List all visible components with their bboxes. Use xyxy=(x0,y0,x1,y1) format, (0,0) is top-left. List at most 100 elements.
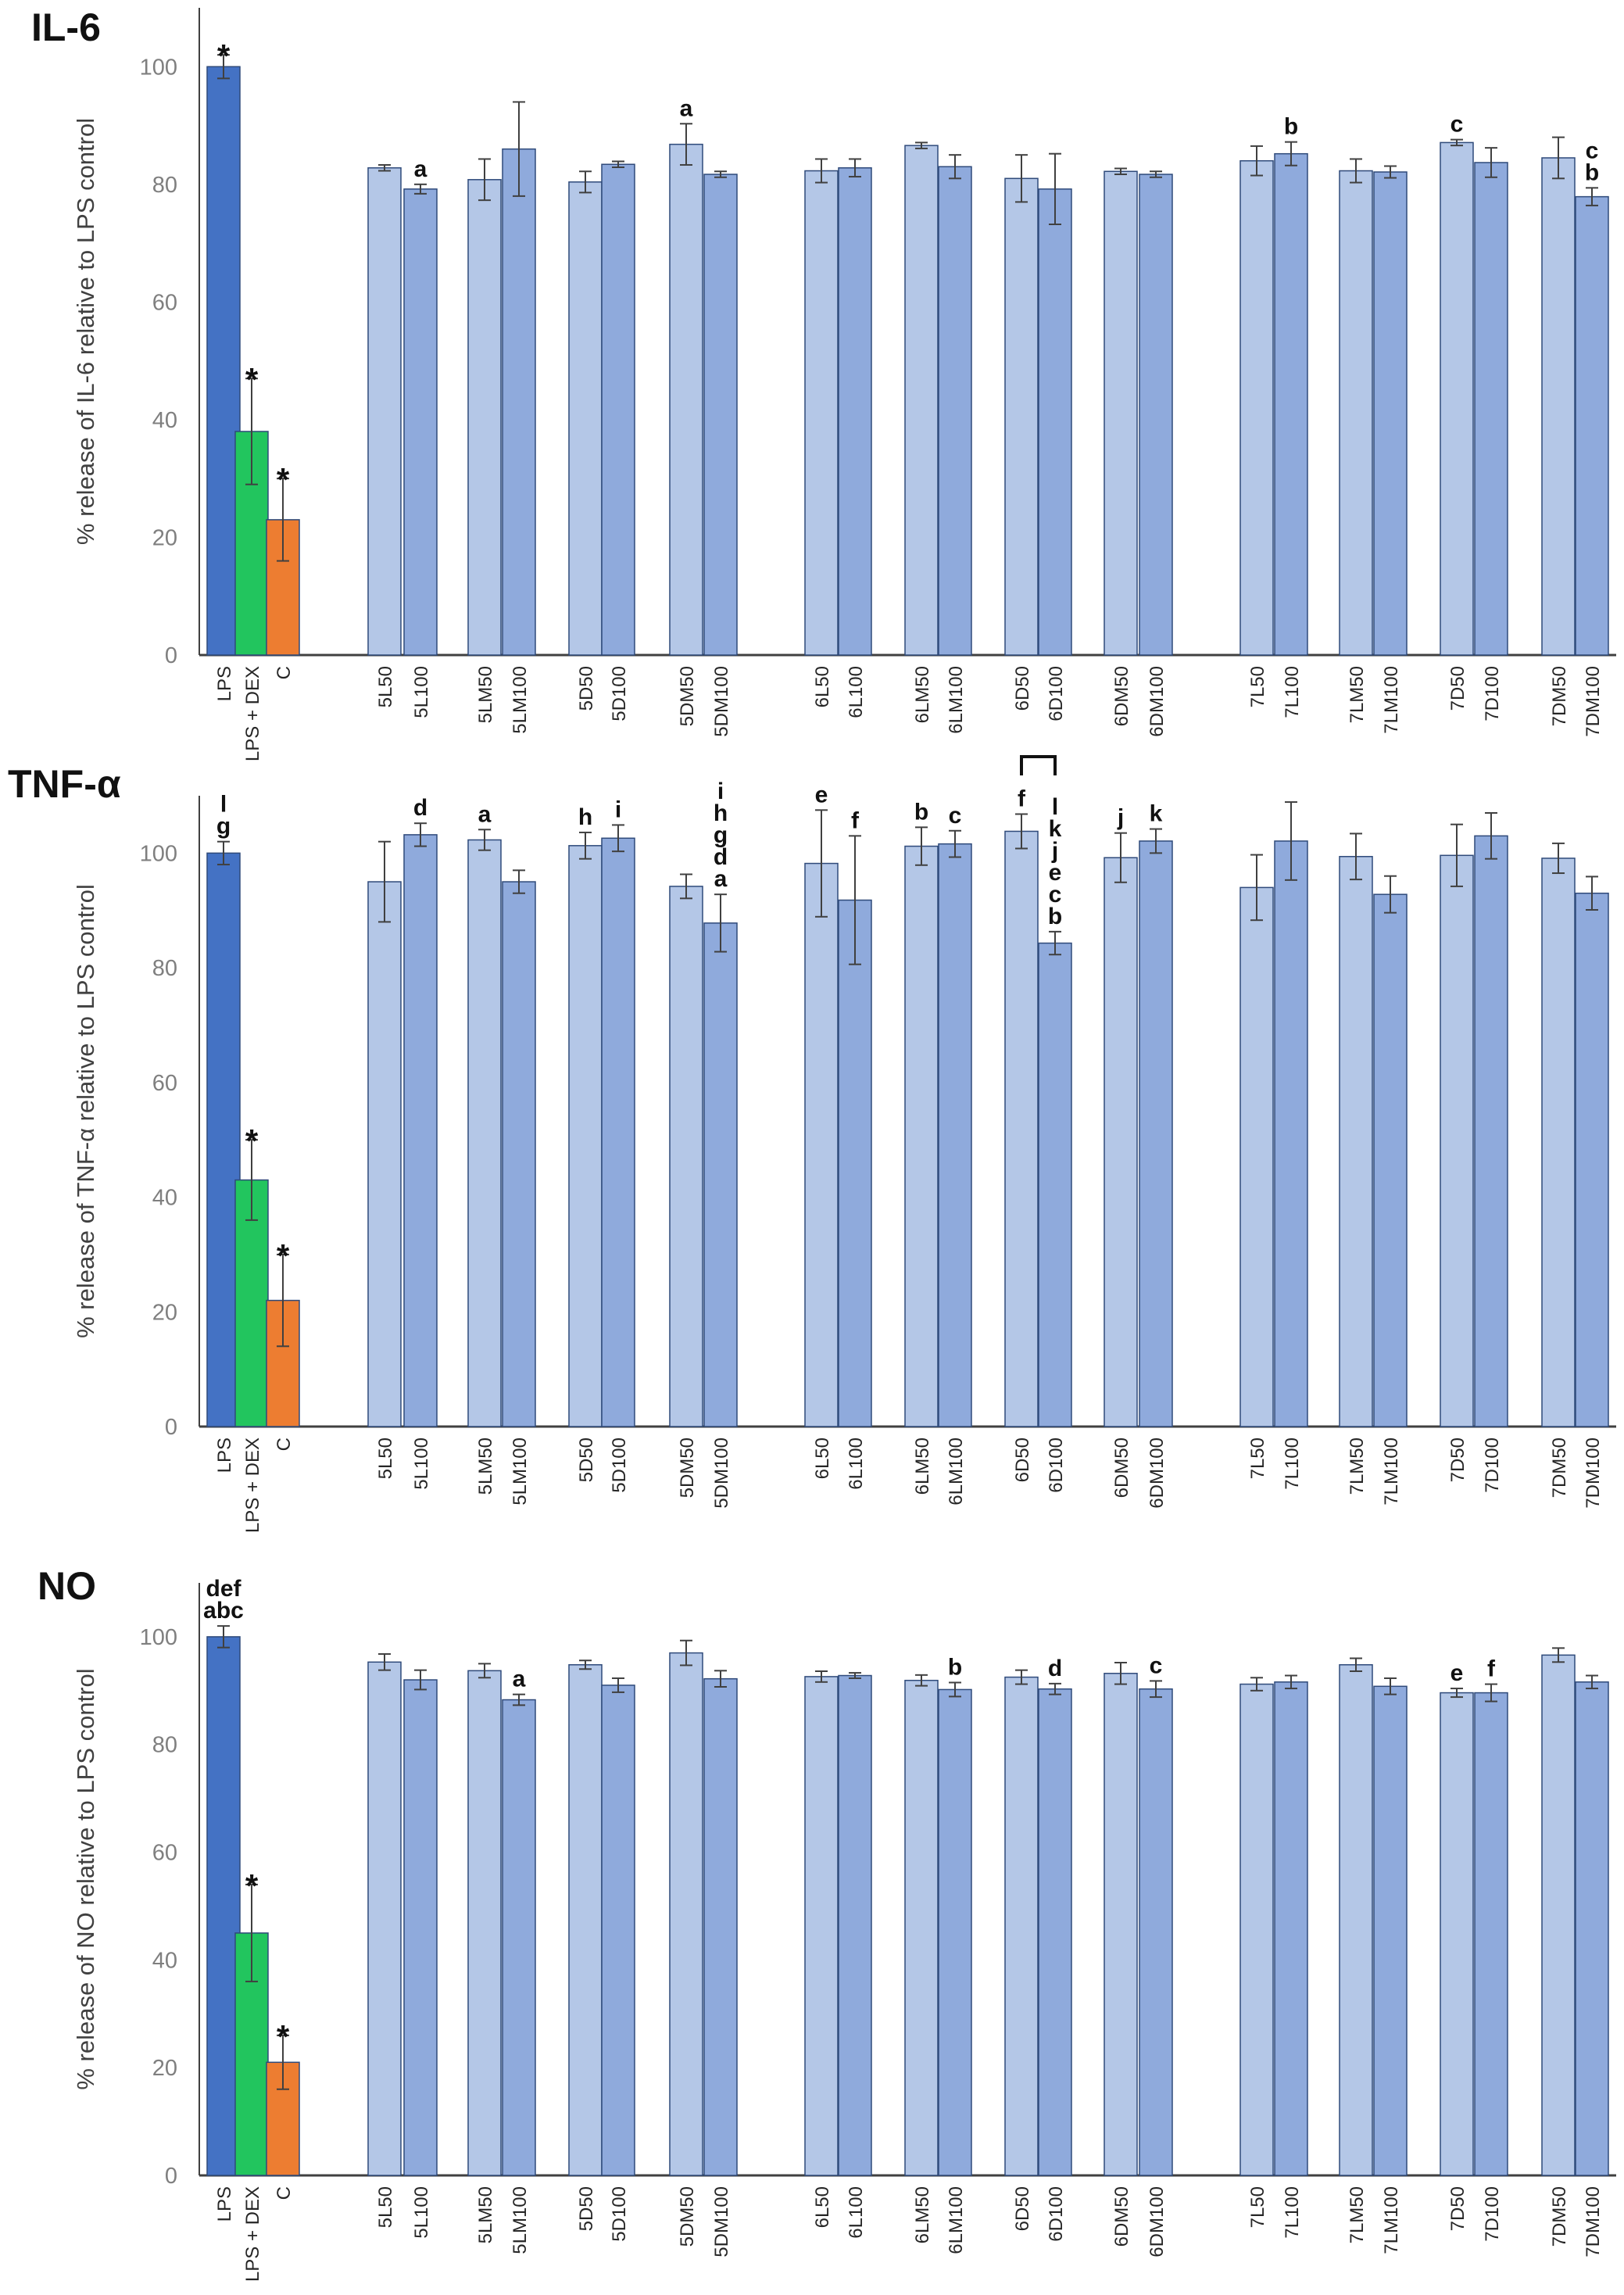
y-tick-label: 0 xyxy=(165,1415,177,1440)
x-tick-label-7dm50: 7DM50 xyxy=(1549,666,1570,726)
y-tick-label: 100 xyxy=(140,841,177,866)
bar-lps xyxy=(206,66,241,656)
x-tick-label-6dm50: 6DM50 xyxy=(1111,2186,1132,2247)
x-tick-label-7l100: 7L100 xyxy=(1282,1438,1303,1490)
significance-label: * xyxy=(245,361,259,398)
significance-label: * xyxy=(245,1122,259,1159)
bar-6lm100 xyxy=(938,1688,972,2176)
bar-5d100 xyxy=(601,837,635,1427)
bar-6dm50 xyxy=(1104,857,1138,1427)
x-tick-label-5d50: 5D50 xyxy=(576,2186,597,2231)
bar-6l100 xyxy=(838,166,872,656)
comparison-bracket xyxy=(1020,755,1057,775)
x-tick-label-7dm100: 7DM100 xyxy=(1583,2186,1604,2257)
x-tick-label-5d100: 5D100 xyxy=(609,666,630,721)
significance-label: k xyxy=(1150,801,1163,827)
y-tick-label: 100 xyxy=(140,1625,177,1650)
bar-6d100 xyxy=(1038,942,1072,1427)
bar-6d50 xyxy=(1004,177,1039,656)
x-tick-label-6d100: 6D100 xyxy=(1046,2186,1067,2242)
x-tick-label-c: C xyxy=(274,2186,295,2200)
significance-label: e xyxy=(815,782,828,807)
bar-7lm50 xyxy=(1339,1663,1373,2176)
bar-6l100 xyxy=(838,1674,872,2176)
bar-7dm50 xyxy=(1541,157,1576,656)
y-tick-label: 100 xyxy=(140,55,177,80)
x-tick-label-5lm100: 5LM100 xyxy=(510,2186,531,2254)
x-tick-label-6dm50: 6DM50 xyxy=(1111,1438,1132,1498)
x-tick-label-6d50: 6D50 xyxy=(1012,1438,1033,1482)
bar-5l50 xyxy=(367,881,402,1427)
x-tick-label-5lm50: 5LM50 xyxy=(475,1438,496,1495)
bar-5l50 xyxy=(367,166,402,656)
significance-label: f xyxy=(1018,786,1026,811)
bar-6d50 xyxy=(1004,1676,1039,2176)
x-tick-label-5l100: 5L100 xyxy=(411,1438,432,1490)
panel-title-il-6: IL-6 xyxy=(31,5,101,49)
x-tick-label-5l50: 5L50 xyxy=(375,666,396,707)
significance-label: i xyxy=(615,797,621,822)
x-tick-label-7dm100: 7DM100 xyxy=(1583,1438,1604,1509)
x-tick-label-7d50: 7D50 xyxy=(1447,2186,1468,2231)
significance-label: h xyxy=(578,804,592,830)
significance-label: l xyxy=(220,792,227,818)
y-tick-label: 20 xyxy=(152,525,177,550)
y-tick-label: 0 xyxy=(165,2164,177,2189)
x-tick-label-5dm50: 5DM50 xyxy=(677,1438,698,1498)
significance-label: a xyxy=(680,95,693,121)
x-tick-label-7lm100: 7LM100 xyxy=(1381,1438,1402,1506)
significance-label: * xyxy=(245,1867,259,1904)
significance-label: a xyxy=(478,801,492,827)
y-axis-label-tnf: % release of TNF-α relative to LPS contr… xyxy=(72,884,99,1338)
x-tick-label-6l50: 6L50 xyxy=(812,666,833,707)
bar-5lm50 xyxy=(467,1670,502,2176)
significance-label: g xyxy=(714,822,728,848)
significance-label: k xyxy=(1049,816,1062,842)
y-tick-label: 60 xyxy=(152,290,177,315)
significance-label: def xyxy=(206,1576,242,1602)
bar-6l50 xyxy=(804,862,839,1427)
x-tick-label-6lm100: 6LM100 xyxy=(946,2186,967,2254)
y-tick-label: 40 xyxy=(152,1186,177,1211)
y-tick-label: 0 xyxy=(165,643,177,668)
significance-label: * xyxy=(277,1237,290,1274)
bar-5lm50 xyxy=(467,839,502,1427)
significance-label: e xyxy=(1049,860,1062,886)
significance-label: a xyxy=(714,866,728,892)
bar-7l50 xyxy=(1239,1683,1274,2176)
significance-label: * xyxy=(217,38,231,74)
significance-label: c xyxy=(1150,1652,1163,1678)
bar-7d50 xyxy=(1440,1692,1474,2176)
y-tick-label: 20 xyxy=(152,2056,177,2081)
x-tick-label-7l100: 7L100 xyxy=(1282,666,1303,718)
x-tick-label-7d100: 7D100 xyxy=(1482,2186,1503,2242)
bar-7lm50 xyxy=(1339,856,1373,1427)
x-tick-label-7lm100: 7LM100 xyxy=(1381,2186,1402,2254)
bar-lps xyxy=(206,852,241,1427)
x-tick-label-lps: LPS xyxy=(214,666,235,701)
bar-5d50 xyxy=(568,181,603,656)
x-tick-label-5d50: 5D50 xyxy=(576,666,597,711)
significance-label: l xyxy=(1052,794,1058,820)
significance-label: g xyxy=(216,814,231,840)
x-tick-label-5dm100: 5DM100 xyxy=(711,666,732,737)
x-tick-label-7lm50: 7LM50 xyxy=(1347,2186,1368,2243)
y-tick-label: 80 xyxy=(152,1733,177,1758)
x-tick-label-5d100: 5D100 xyxy=(609,2186,630,2242)
bar-6l100 xyxy=(838,899,872,1427)
bar-7l100 xyxy=(1274,152,1308,656)
x-tick-label-6l100: 6L100 xyxy=(846,2186,867,2239)
bar-7lm50 xyxy=(1339,170,1373,656)
bar-7d50 xyxy=(1440,141,1474,656)
x-tick-label-6dm50: 6DM50 xyxy=(1111,666,1132,726)
y-axis-label-no: % release of NO relative to LPS control xyxy=(72,1668,99,2089)
significance-label: d xyxy=(1048,1656,1062,1681)
bar-7d100 xyxy=(1474,835,1508,1427)
x-tick-label-7lm50: 7LM50 xyxy=(1347,1438,1368,1495)
bar-5dm100 xyxy=(703,1677,738,2176)
bar-7d50 xyxy=(1440,854,1474,1427)
bar-6d50 xyxy=(1004,830,1039,1427)
x-tick-label-7d100: 7D100 xyxy=(1482,1438,1503,1493)
x-tick-label-6dm100: 6DM100 xyxy=(1146,666,1168,737)
